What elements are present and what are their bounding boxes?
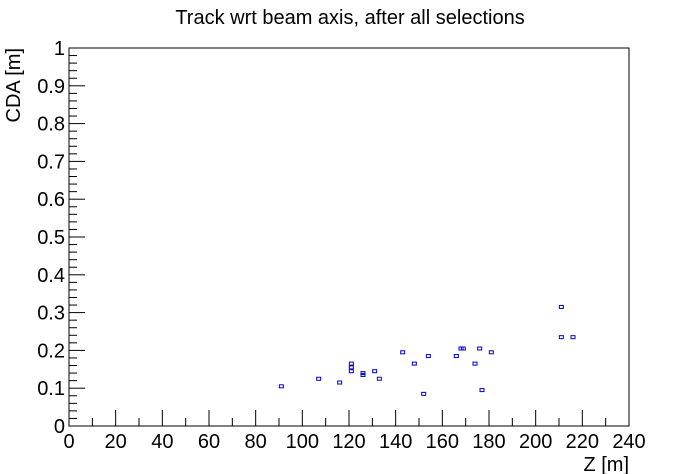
data-point bbox=[425, 354, 431, 359]
data-point bbox=[570, 335, 576, 340]
x-tick-label: 20 bbox=[105, 431, 127, 453]
data-point bbox=[558, 304, 564, 309]
data-point bbox=[400, 350, 406, 355]
x-tick-label: 100 bbox=[286, 431, 319, 453]
data-point bbox=[460, 346, 466, 351]
x-tick-label: 40 bbox=[151, 431, 173, 453]
x-tick-label: 240 bbox=[612, 431, 645, 453]
data-point bbox=[411, 361, 417, 366]
y-tick-label: 0.8 bbox=[37, 114, 65, 136]
x-tick-label: 220 bbox=[566, 431, 599, 453]
y-tick-label: 0.2 bbox=[37, 340, 65, 362]
x-tick-label: 160 bbox=[426, 431, 459, 453]
data-point bbox=[558, 335, 564, 340]
x-tick-label: 0 bbox=[63, 431, 74, 453]
chart-title: Track wrt beam axis, after all selection… bbox=[175, 7, 524, 29]
y-tick-label: 0.1 bbox=[37, 378, 65, 400]
data-point bbox=[421, 391, 427, 396]
y-tick-label: 0.7 bbox=[37, 151, 65, 173]
y-axis-label: CDA [m] bbox=[3, 48, 25, 122]
y-tick-label: 0.6 bbox=[37, 189, 65, 211]
data-point bbox=[372, 369, 378, 374]
data-point bbox=[376, 376, 382, 381]
data-point bbox=[488, 350, 494, 355]
data-point bbox=[348, 365, 354, 370]
x-axis-label: Z [m] bbox=[583, 454, 629, 474]
data-point bbox=[479, 388, 485, 393]
y-tick-label: 0.5 bbox=[37, 227, 65, 249]
data-point bbox=[348, 369, 354, 374]
data-point bbox=[278, 384, 284, 389]
y-axis-ticks: 0 0.1 0.2 0.3 0.4 0.5 0.6 0.7 0.8 0.9 1 bbox=[37, 38, 85, 438]
data-point bbox=[360, 372, 366, 377]
data-point bbox=[316, 376, 322, 381]
data-point bbox=[477, 346, 483, 351]
y-tick-label: 0.3 bbox=[37, 303, 65, 325]
x-tick-label: 140 bbox=[379, 431, 412, 453]
data-point bbox=[472, 361, 478, 366]
y-tick-label: 0.4 bbox=[37, 265, 65, 287]
x-tick-label: 60 bbox=[198, 431, 220, 453]
x-tick-label: 180 bbox=[472, 431, 505, 453]
x-tick-label: 80 bbox=[245, 431, 267, 453]
data-point bbox=[348, 361, 354, 366]
x-tick-label: 120 bbox=[332, 431, 365, 453]
data-points bbox=[278, 304, 576, 396]
y-tick-label: 0 bbox=[54, 416, 65, 438]
data-point bbox=[453, 354, 459, 359]
y-tick-label: 1 bbox=[54, 38, 65, 60]
y-tick-label: 0.9 bbox=[37, 76, 65, 98]
x-axis-ticks: 0 20 40 60 80 100 120 140 160 180 200 220 240 bbox=[63, 410, 646, 453]
x-tick-label: 200 bbox=[519, 431, 552, 453]
data-point bbox=[337, 380, 343, 385]
